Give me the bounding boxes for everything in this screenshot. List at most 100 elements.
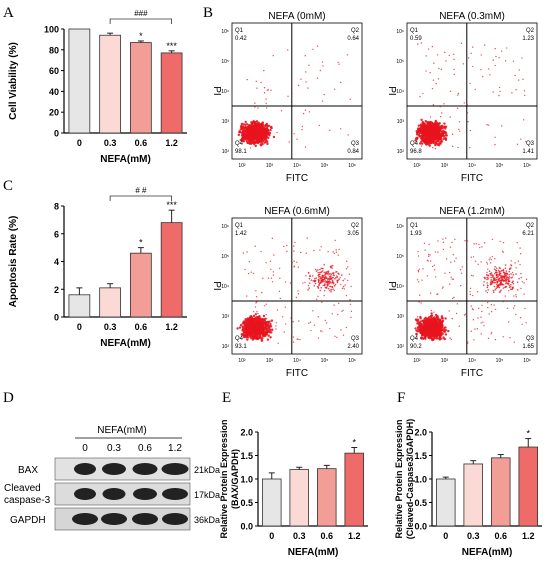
scatter-point: [299, 251, 302, 254]
scatter-point: [307, 87, 309, 89]
scatter-point: [434, 141, 438, 144]
scatter-point: [494, 281, 497, 284]
bar: [68, 28, 91, 134]
scatter-point: [427, 255, 430, 258]
scatter-point: [435, 131, 439, 134]
scatter-point: [463, 102, 465, 104]
scatter-point: [244, 123, 247, 126]
scatter-point: [481, 304, 483, 306]
scatter-point: [444, 51, 446, 54]
scatter-point: [247, 141, 250, 145]
bar-chart-cell-viability: 0 20 40 60 80 100 0 0.3 * 0.6 *** 1.2 NEFA(mM) Cell V…: [8, 9, 187, 165]
scatter-point: [439, 105, 442, 108]
x-tick-label: 10⁴: [293, 163, 301, 169]
bar: [289, 469, 309, 527]
scatter-point: [262, 130, 265, 134]
scatter-point: [469, 293, 472, 296]
scatter-point: [498, 291, 501, 294]
scatter-point: [457, 92, 460, 95]
scatter-point: [252, 314, 256, 318]
scatter-point: [264, 127, 268, 130]
scatter-point: [245, 336, 248, 339]
significance-mark: *: [139, 31, 143, 41]
scatter-point: [508, 273, 511, 276]
scatter-point: [262, 318, 266, 322]
scatter-point: [486, 274, 489, 276]
scatter-point: [483, 325, 485, 327]
scatter-point: [293, 245, 295, 247]
scatter-point: [445, 134, 448, 137]
bar: [99, 34, 121, 134]
scatter-point: [252, 141, 255, 145]
scatter-point: [275, 325, 277, 327]
scatter-point: [502, 269, 505, 272]
x-tick-label: 10²: [238, 163, 246, 169]
scatter-point: [271, 237, 274, 240]
scatter-point: [490, 258, 492, 261]
scatter-point: [487, 276, 489, 279]
scatter-point: [508, 277, 510, 280]
scatter-point: [509, 337, 511, 339]
scatter-point: [451, 317, 453, 320]
scatter-point: [319, 289, 322, 292]
scatter-point: [297, 266, 299, 268]
scatter-point: [256, 87, 258, 89]
scatter-point: [440, 133, 444, 137]
scatter-point: [442, 248, 445, 251]
scatter-point: [240, 122, 244, 126]
scatter-point: [275, 328, 277, 330]
scatter-point: [344, 278, 346, 280]
x-tick-label: 0.3: [104, 138, 117, 148]
scatter-point: [295, 296, 298, 299]
scatter-point: [350, 316, 352, 319]
y-tick-label: 10⁵: [221, 254, 229, 260]
scatter-point: [500, 277, 503, 279]
scatter-point: [272, 54, 274, 57]
scatter-point: [316, 45, 319, 47]
blot-row-label-caspase3: Cleaved: [4, 483, 41, 494]
scatter-point: [252, 334, 256, 338]
scatter-point: [513, 295, 515, 297]
scatter-point: [436, 324, 440, 328]
flow-plot: Q1 1.93 Q2 6.21 Q3 1.65 Q4 90.2 NEFA (1.2mM) 10² 1…: [386, 206, 538, 379]
scatter-point: [425, 317, 429, 321]
scatter-point: [501, 276, 504, 279]
scatter-point: [331, 281, 334, 284]
x-tick-label: 10³: [441, 163, 449, 169]
scatter-point: [523, 293, 525, 295]
scatter-point: [506, 276, 509, 278]
scatter-point: [437, 240, 439, 242]
scatter-point: [254, 134, 257, 137]
scatter-point: [324, 319, 327, 322]
scatter-point: [244, 317, 247, 321]
scatter-point: [315, 270, 318, 272]
scatter-point: [513, 305, 516, 307]
scatter-point: [495, 267, 498, 269]
scatter-point: [254, 317, 258, 321]
scatter-point: [465, 246, 468, 249]
scatter-point: [478, 307, 480, 310]
scatter-point: [476, 291, 479, 293]
scatter-point: [417, 137, 419, 139]
scatter-point: [313, 284, 316, 287]
western-blot: NEFA(mM) 0 0.3 0.6 1.2 BAX Cleaved caspa…: [4, 425, 220, 531]
y-tick-label: 0: [54, 313, 59, 323]
scatter-point: [254, 306, 257, 308]
scatter-point: [333, 284, 336, 287]
scatter-point: [304, 55, 306, 57]
scatter-point: [308, 287, 310, 289]
scatter-point: [317, 295, 319, 298]
scatter-point: [515, 267, 517, 269]
bar: [130, 42, 152, 134]
scatter-point: [425, 330, 428, 333]
scatter-point: [508, 270, 511, 273]
y-axis-label: PI: [386, 281, 397, 290]
blot-band: [102, 488, 126, 500]
scatter-point: [486, 301, 489, 304]
scatter-point: [327, 272, 330, 274]
scatter-point: [500, 289, 502, 292]
scatter-point: [467, 121, 469, 123]
scatter-point: [331, 264, 334, 267]
scatter-point: [240, 134, 244, 137]
scatter-point: [278, 267, 281, 269]
